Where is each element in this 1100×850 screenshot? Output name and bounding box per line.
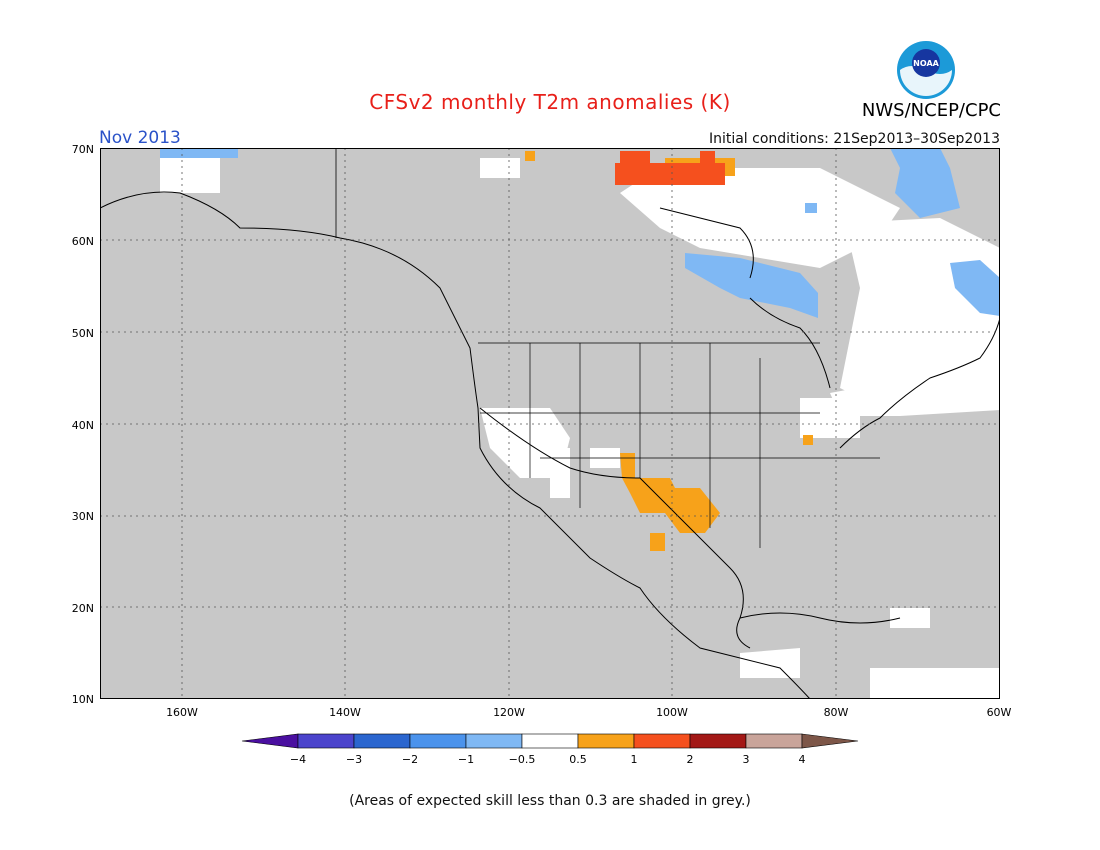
chart-title: CFSv2 monthly T2m anomalies (K) [369, 90, 731, 114]
forecast-month: Nov 2013 [99, 128, 181, 148]
graticule [100, 148, 1000, 699]
lat-label: 10N [72, 693, 94, 706]
coastline-outlines [100, 191, 1000, 699]
legend-segment [577, 733, 635, 749]
legend-tick-label: 0.5 [569, 753, 587, 766]
legend-segment [297, 733, 355, 749]
initial-conditions-label: Initial conditions: 21Sep2013–30Sep2013 [708, 131, 1000, 147]
legend-segment [745, 733, 803, 749]
lat-label: 30N [72, 510, 94, 523]
legend-tick-labels: −4 −3 −2 −1 −0.5 0.5 1 2 3 4 [290, 753, 806, 766]
anomaly-map [100, 148, 1000, 699]
lon-labels: 160W 140W 120W 100W 80W 60W [166, 706, 1011, 719]
legend-tick-label: 1 [631, 753, 638, 766]
legend-tick-label: −4 [290, 753, 306, 766]
legend-segment [689, 733, 747, 749]
below-normal-regions-0.5-1 [160, 148, 1000, 318]
legend-tick-label: 2 [687, 753, 694, 766]
legend-tick-label: 4 [799, 753, 806, 766]
legend-tick-label: 3 [743, 753, 750, 766]
lon-label: 100W [656, 706, 688, 719]
lat-label: 40N [72, 419, 94, 432]
legend-segment [353, 733, 411, 749]
lat-label: 60N [72, 235, 94, 248]
organization-label: NWS/NCEP/CPC [861, 100, 1001, 121]
legend-segment [521, 733, 579, 749]
above-normal-regions-1-2 [615, 151, 725, 185]
noaa-logo: NOAA [897, 41, 955, 99]
lat-label: 50N [72, 327, 94, 340]
svg-text:NOAA: NOAA [913, 59, 939, 68]
legend-tick-label: −0.5 [509, 753, 536, 766]
legend-segment [633, 733, 691, 749]
legend-segments [241, 733, 859, 749]
lon-label: 60W [987, 706, 1012, 719]
legend-segment [465, 733, 523, 749]
lat-label: 70N [72, 143, 94, 156]
lon-label: 120W [493, 706, 525, 719]
skill-note: (Areas of expected skill less than 0.3 a… [349, 793, 751, 809]
color-legend: −4 −3 −2 −1 −0.5 0.5 1 2 3 4 [241, 733, 859, 766]
legend-tick-label: −1 [458, 753, 474, 766]
legend-arrow-low [241, 733, 299, 749]
lon-label: 140W [329, 706, 361, 719]
legend-tick-label: −2 [402, 753, 418, 766]
legend-tick-label: −3 [346, 753, 362, 766]
legend-arrow-high [801, 733, 859, 749]
lon-label: 80W [824, 706, 849, 719]
legend-segment [409, 733, 467, 749]
lat-label: 20N [72, 602, 94, 615]
lon-label: 160W [166, 706, 198, 719]
lat-labels: 70N 60N 50N 40N 30N 20N 10N [72, 143, 94, 706]
